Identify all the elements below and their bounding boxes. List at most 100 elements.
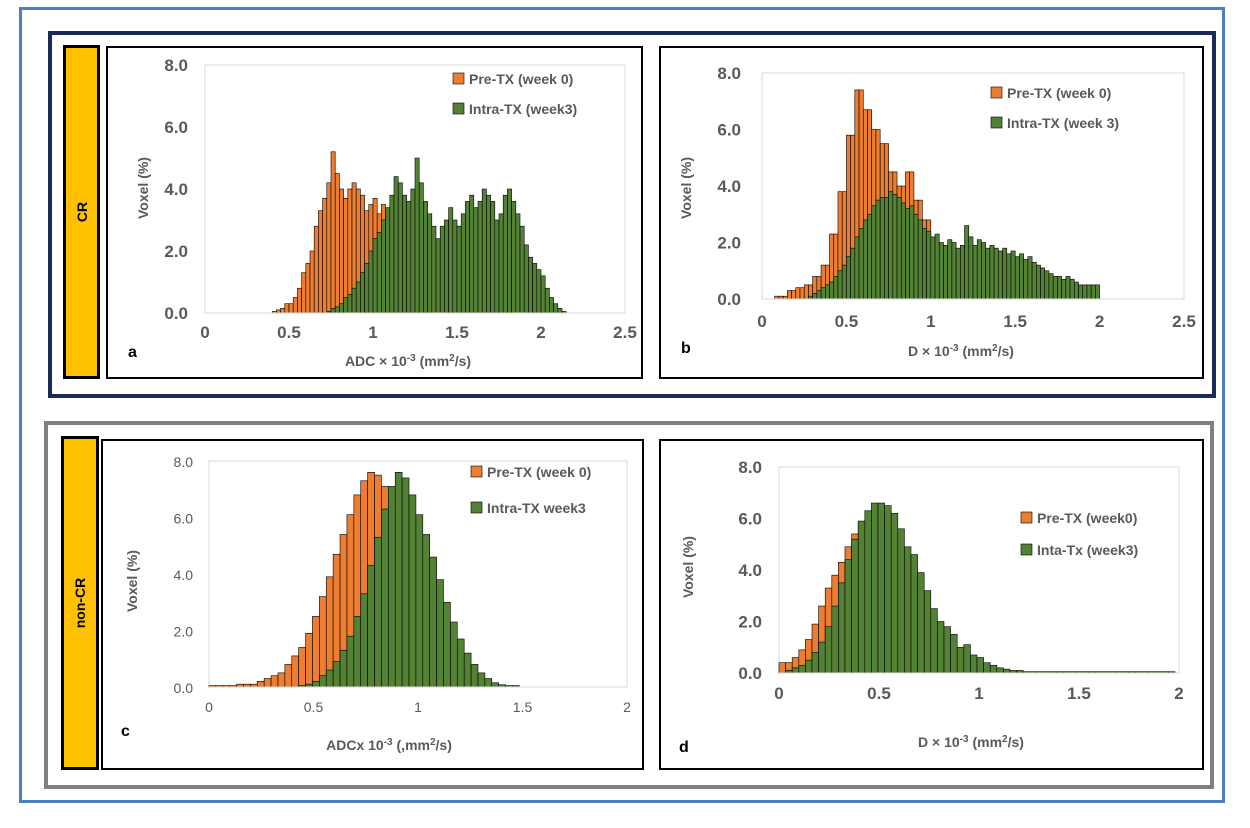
bar-a-1-44 xyxy=(389,194,395,314)
xtick-a-5: 2.5 xyxy=(613,323,637,342)
non-cr-group xyxy=(44,421,1214,789)
bar-a-1-37 xyxy=(360,272,365,314)
bar-d-1-16 xyxy=(884,505,892,674)
ytick-a-3: 6.0 xyxy=(164,118,188,137)
bar-a-1-81 xyxy=(544,287,550,314)
bar-b-0-10 xyxy=(803,284,809,300)
xtick-c-2: 1 xyxy=(414,699,422,715)
panel-c-label: c xyxy=(121,723,130,740)
bar-b-1-15 xyxy=(825,284,830,300)
bar-d-1-17 xyxy=(890,513,899,674)
ylabel-a: Voxel (%) xyxy=(135,157,151,219)
bar-a-0-33 xyxy=(343,198,349,314)
xlabel-b: D × 10-3 (mm2/s) xyxy=(908,343,1014,360)
xtick-c-1: 0.5 xyxy=(304,699,324,715)
bar-a-1-60 xyxy=(456,225,462,314)
ytick-c-4: 8.0 xyxy=(174,454,194,470)
xtick-c-4: 2 xyxy=(623,699,631,715)
legend-label-c-1: Intra-TX week3 xyxy=(487,500,586,516)
bar-d-1-18 xyxy=(897,528,905,674)
xtick-b-0: 0 xyxy=(757,312,766,331)
bar-c-1-15 xyxy=(312,681,320,688)
bar-a-1-53 xyxy=(427,213,433,314)
bar-c-1-31 xyxy=(422,534,431,688)
ylabel-c: Voxel (%) xyxy=(124,550,140,612)
bar-a-1-38 xyxy=(364,263,370,314)
bar-b-1-20 xyxy=(846,256,851,300)
bar-c-1-24 xyxy=(374,536,382,688)
xtick-c-0: 0 xyxy=(205,699,213,715)
bar-a-1-45 xyxy=(393,176,399,314)
ytick-a-4: 8.0 xyxy=(164,56,188,75)
legend-label-a-1: Intra-TX (week3) xyxy=(469,101,577,117)
bar-d-1-20 xyxy=(910,554,918,674)
bar-b-1-57 xyxy=(1002,247,1008,300)
bar-b-1-16 xyxy=(829,281,835,300)
xtick-d-2: 1 xyxy=(974,684,983,703)
xtick-a-1: 0.5 xyxy=(277,323,301,342)
bar-d-1-33 xyxy=(996,667,1004,674)
bar-b-1-46 xyxy=(955,247,961,300)
bar-c-1-37 xyxy=(463,652,472,688)
bar-c-1-40 xyxy=(484,678,493,688)
bar-b-1-29 xyxy=(884,197,889,300)
panel-b-label: b xyxy=(681,340,691,357)
bar-b-1-42 xyxy=(938,242,944,300)
bar-c-1-16 xyxy=(319,675,327,688)
bar-a-1-50 xyxy=(414,157,420,314)
legend-label-d-1: Inta-Tx (week3) xyxy=(1037,542,1138,558)
bar-a-1-36 xyxy=(355,281,361,314)
chart-c: 0.0 2.0 4.0 6.0 8.0 0 0.5 1 1.5 2 Voxel (%) ADCx 10… xyxy=(124,454,631,753)
bar-b-1-44 xyxy=(947,239,953,300)
bar-c-0-15 xyxy=(312,616,320,688)
bar-c-0-12 xyxy=(291,655,299,688)
bar-a-1-30 xyxy=(330,308,336,314)
bar-b-1-79 xyxy=(1095,284,1100,300)
bar-b-1-48 xyxy=(964,225,970,300)
bar-d-1-2 xyxy=(791,667,800,674)
bar-c-0-11 xyxy=(284,664,293,688)
bar-b-1-31 xyxy=(892,194,898,300)
ytick-c-2: 4.0 xyxy=(174,567,194,583)
ytick-c-3: 6.0 xyxy=(174,511,194,527)
bar-c-1-30 xyxy=(415,514,424,688)
bar-a-1-40 xyxy=(372,238,378,314)
ylabel-b: Voxel (%) xyxy=(678,157,694,219)
bar-b-1-39 xyxy=(926,230,932,300)
bar-a-0-27 xyxy=(318,210,323,314)
bar-a-1-57 xyxy=(444,219,449,314)
ytick-a-2: 4.0 xyxy=(164,180,188,199)
bar-a-0-29 xyxy=(326,182,332,314)
bar-a-0-26 xyxy=(313,225,319,314)
bar-b-1-23 xyxy=(858,228,864,300)
bar-b-0-7 xyxy=(791,290,797,300)
ytick-d-1: 2.0 xyxy=(738,613,762,632)
bar-a-1-77 xyxy=(528,256,533,314)
panel-c: 0.0 2.0 4.0 6.0 8.0 0 0.5 1 1.5 2 Voxel (%) ADCx 10… xyxy=(101,439,644,770)
bar-b-1-24 xyxy=(862,219,868,300)
bar-b-1-69 xyxy=(1052,276,1058,300)
bar-c-1-28 xyxy=(401,477,410,688)
bar-a-1-69 xyxy=(494,219,500,314)
bar-b-1-37 xyxy=(917,219,923,300)
bar-d-1-8 xyxy=(831,605,839,674)
bar-b-1-35 xyxy=(909,205,915,300)
panel-d-label: d xyxy=(679,739,689,756)
bar-b-1-64 xyxy=(1031,261,1037,300)
xtick-a-2: 1 xyxy=(368,323,377,342)
bar-b-1-28 xyxy=(879,197,885,300)
bar-b-1-55 xyxy=(993,247,999,300)
bar-d-1-6 xyxy=(818,641,826,674)
bar-b-1-67 xyxy=(1044,270,1050,300)
bar-c-1-33 xyxy=(436,579,444,688)
bar-c-0-10 xyxy=(277,672,286,688)
bar-d-1-14 xyxy=(871,502,879,674)
bar-a-0-32 xyxy=(339,188,344,314)
bar-a-1-76 xyxy=(523,244,529,314)
bar-a-0-24 xyxy=(305,263,311,314)
bar-a-1-68 xyxy=(490,201,496,314)
bar-a-1-59 xyxy=(452,219,458,314)
chart-a: 0.0 2.0 4.0 6.0 8.0 0 0.5 1 1.5 2 2.5 Voxel (%) ADC … xyxy=(135,56,637,369)
bar-c-1-38 xyxy=(470,664,479,688)
xtick-a-3: 1.5 xyxy=(445,323,469,342)
